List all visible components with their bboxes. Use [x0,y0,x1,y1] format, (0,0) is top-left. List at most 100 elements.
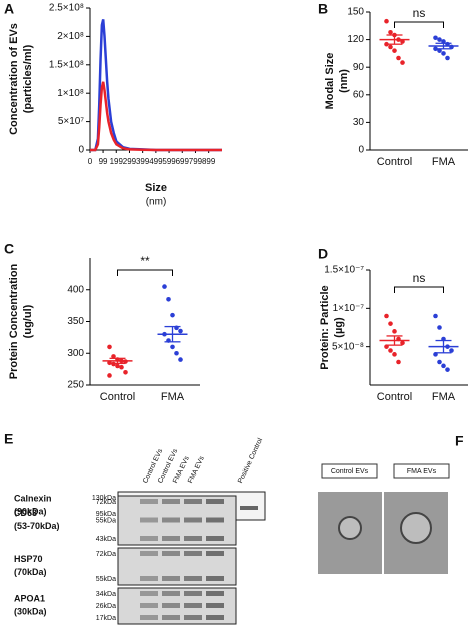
blot-band [140,576,158,581]
x-tick-label: 699 [176,157,190,166]
data-point [119,364,124,370]
data-point [178,328,183,334]
y-axis-title: Protein Concentration [8,263,20,379]
panel-label: B [318,1,328,17]
data-point [392,352,397,357]
panel-label: D [318,246,328,262]
blot-band [162,499,180,504]
blot-band [184,591,202,596]
significance-label: ** [140,254,150,268]
blot-band [162,517,180,523]
x-tick-label: 99 [99,157,108,166]
y-axis-title: Protein: Particle [319,285,331,369]
x-tick-label: Control [377,156,412,168]
data-point [388,321,393,326]
y-axis-title: Modal Size [324,53,336,110]
x-tick-label: 0 [88,157,93,166]
data-point [441,363,446,369]
blot-band [162,551,180,556]
data-point [384,18,389,24]
blot-band [162,591,180,596]
vesicle [400,512,432,544]
data-point [170,312,175,318]
data-line [90,81,222,152]
y-tick-label: 1.5×10⁸ [49,59,84,70]
y-tick-label: 0 [78,145,84,156]
y-tick-label: 400 [67,284,84,295]
kda-marker: 72kDa [96,499,116,506]
x-tick-label: 599 [162,157,176,166]
blot-band [206,499,224,504]
kda-marker: 72kDa [96,551,116,558]
y-tick-label: 1×10⁻⁷ [333,303,365,314]
data-point [437,325,442,330]
y-tick-label: 150 [347,7,364,18]
row-label: (70kDa) [14,567,47,577]
data-point [437,359,442,365]
kda-marker: 34kDa [96,591,116,598]
data-point [437,48,442,53]
row-label: APOA1 [14,593,45,603]
row-label: HSP70 [14,554,43,564]
y-tick-label: 300 [67,348,84,359]
data-point [396,359,401,365]
blot-band [184,517,202,523]
y-tick-label: 0 [358,145,364,156]
x-tick-label: 399 [136,157,150,166]
blot-band [184,551,202,556]
image-label-box [393,463,450,479]
blot-band [184,576,202,581]
image-label: Control EVs [331,468,369,475]
y-tick-label: 60 [353,89,365,100]
blot-band [206,591,224,596]
image-label-box [321,463,378,479]
blot-band [206,551,224,556]
y-tick-label: 90 [353,62,365,73]
data-point [107,344,112,350]
y-axis-title: (nm) [338,69,350,93]
y-tick-label: 250 [67,380,84,391]
y-tick-label: 2.5×10⁸ [49,3,84,14]
y-tick-label: 5×10⁻⁸ [332,341,364,352]
data-point [384,313,389,319]
blot-band [206,603,224,608]
blot-band [184,499,202,504]
y-axis-title: (particles/ml) [22,44,34,113]
x-tick-label: 499 [149,157,163,166]
blot-band [162,615,180,620]
kda-marker: 26kDa [96,603,116,610]
blot-band [184,603,202,608]
blot-band [206,576,224,581]
blot-band [140,517,158,523]
data-point [445,367,450,372]
data-point [123,370,128,375]
data-point [388,348,393,353]
data-point [388,29,393,35]
row-label: (90kDa) [14,506,47,516]
data-point [441,39,446,44]
blot-band [140,591,158,596]
panel-label: C [4,241,14,257]
data-point [396,55,401,61]
x-tick-label: FMA [161,391,185,403]
data-point [107,373,112,378]
blot-band [140,551,158,556]
data-point [115,363,120,369]
data-point [445,55,450,61]
x-tick-label: 899 [202,157,216,166]
y-axis-title: (µg) [333,317,345,338]
blot-band [140,499,158,504]
x-axis-title: Size [145,182,167,194]
kda-marker: 43kDa [96,536,116,543]
y-axis-title: Concentration of EVs [8,23,20,135]
y-axis-title: (ug/ul) [22,304,34,338]
vesicle [338,516,362,540]
significance-bracket [394,21,444,28]
kda-marker: 17kDa [96,615,116,622]
data-point [433,313,438,319]
y-tick-label: 30 [353,117,365,128]
panel-label: A [4,1,14,17]
blot-band [206,536,224,541]
x-tick-label: Control [100,391,135,403]
blot-band [240,506,258,510]
